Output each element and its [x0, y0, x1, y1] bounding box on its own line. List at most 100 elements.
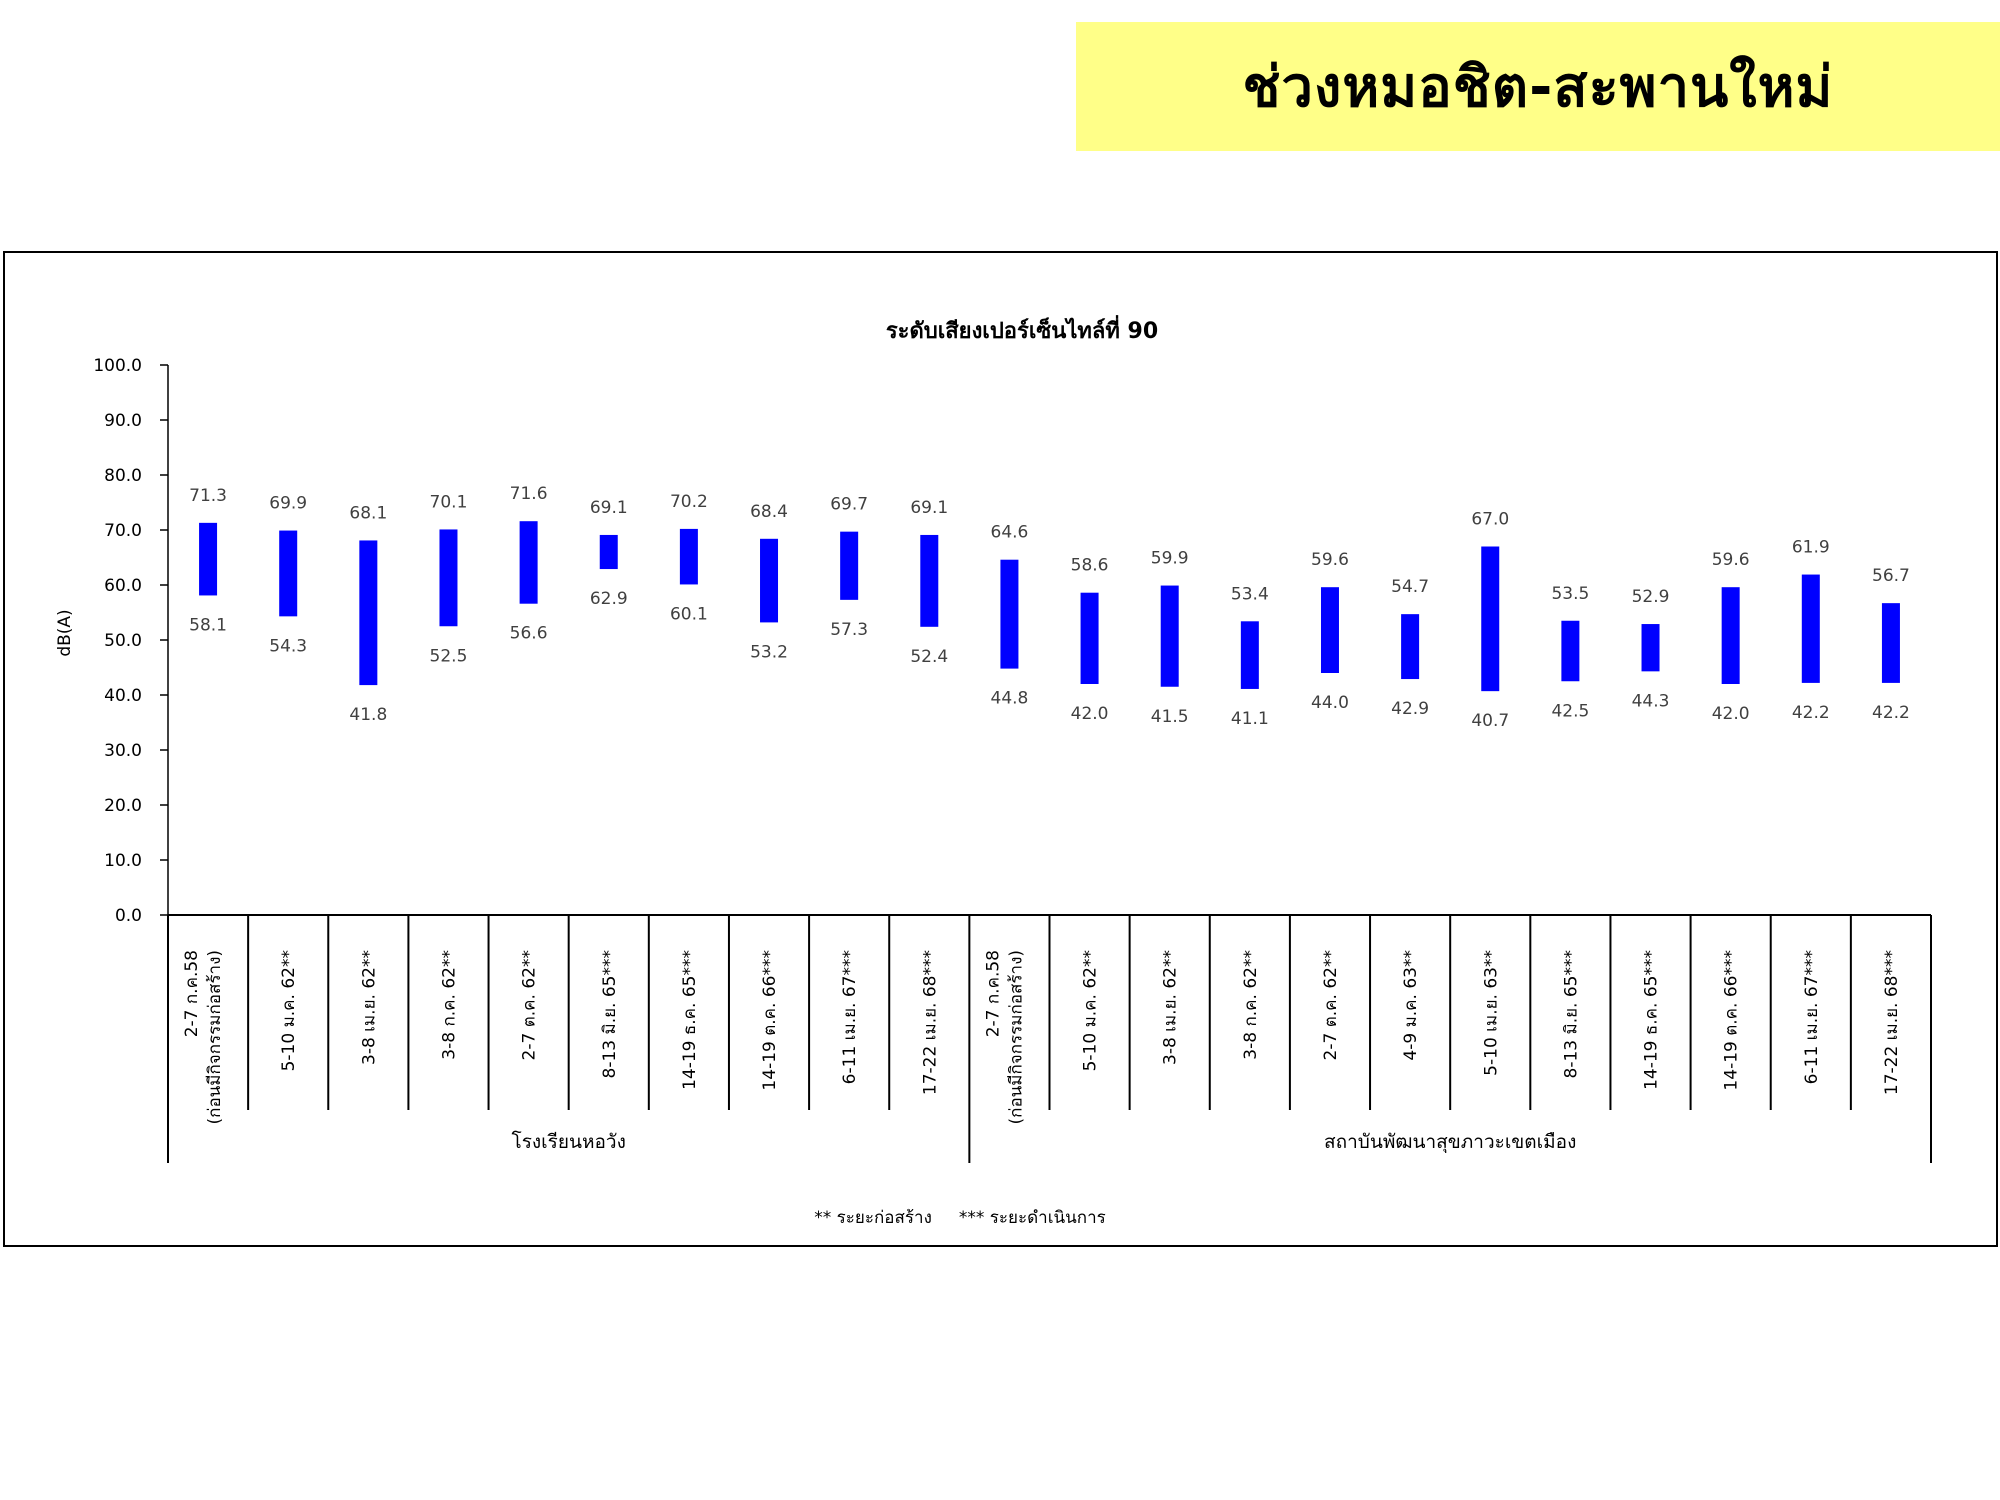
- min-value-label: 44.8: [991, 689, 1029, 709]
- y-tick-label: 0.0: [115, 906, 142, 926]
- max-value-label: 59.6: [1712, 550, 1750, 570]
- category-label: 14-19 ธ.ค. 65***: [1642, 950, 1662, 1090]
- max-value-label: 59.6: [1311, 550, 1349, 570]
- min-value-label: 44.0: [1311, 693, 1349, 713]
- y-tick-label: 30.0: [104, 741, 142, 761]
- range-bar: [679, 528, 698, 585]
- max-value-label: 61.9: [1792, 538, 1830, 558]
- min-value-label: 54.3: [269, 636, 307, 656]
- range-bar: [519, 521, 538, 604]
- max-value-label: 71.6: [510, 484, 548, 504]
- range-bar: [359, 540, 378, 686]
- min-value-label: 60.1: [670, 604, 708, 624]
- range-bar: [1721, 587, 1740, 684]
- group-label: สถาบันพัฒนาสุขภาวะเขตเมือง: [1324, 1131, 1576, 1154]
- category-label: 8-13 มิ.ย. 65***: [600, 950, 620, 1079]
- category-label: 6-11 เม.ย. 67***: [1802, 950, 1822, 1084]
- category-label: 5-10 เม.ย. 63**: [1481, 950, 1501, 1076]
- y-tick-label: 90.0: [104, 411, 142, 431]
- min-value-label: 42.5: [1551, 701, 1589, 721]
- max-value-label: 54.7: [1391, 577, 1429, 597]
- range-bar: [1401, 614, 1420, 680]
- category-label: 2-7 ต.ค. 62**: [520, 950, 540, 1060]
- min-value-label: 42.2: [1792, 703, 1830, 723]
- min-value-label: 41.1: [1231, 709, 1269, 729]
- max-value-label: 59.9: [1151, 549, 1189, 569]
- max-value-label: 71.3: [189, 486, 227, 506]
- max-value-label: 70.2: [670, 492, 708, 512]
- range-bar: [840, 531, 859, 600]
- category-label: 2-7 ต.ค. 62**: [1321, 950, 1341, 1060]
- max-value-label: 69.9: [269, 494, 307, 514]
- min-value-label: 57.3: [830, 620, 868, 640]
- range-bar: [1000, 559, 1019, 669]
- category-label: 5-10 ม.ค. 62**: [1081, 950, 1101, 1071]
- min-value-label: 56.6: [510, 624, 548, 644]
- category-label: 17-22 เม.ย. 68***: [1882, 950, 1902, 1095]
- range-bar: [1881, 603, 1900, 683]
- category-label: 2-7 ก.ค.58: [182, 950, 202, 1037]
- y-tick-label: 100.0: [93, 356, 142, 376]
- max-value-label: 58.6: [1071, 556, 1109, 576]
- range-bar: [1160, 585, 1179, 687]
- y-tick-label: 10.0: [104, 851, 142, 871]
- range-bar: [1641, 624, 1660, 672]
- range-bar: [920, 534, 939, 627]
- title-banner: ช่วงหมอชิต-สะพานใหม่: [1076, 22, 2000, 151]
- category-label: 3-8 ก.ค. 62**: [1241, 950, 1261, 1060]
- range-bar: [599, 534, 618, 570]
- max-value-label: 53.5: [1551, 584, 1589, 604]
- max-value-label: 69.7: [830, 495, 868, 515]
- axes: 0.0 10.0 20.0 30.0 40.0 50.0 60.0 70.0 80.0 90.0 1…: [93, 356, 1932, 1163]
- category-label-note: (ก่อนมีกิจกรรมก่อสร้าง): [205, 950, 225, 1124]
- category-label: 3-8 เม.ย. 62**: [1161, 950, 1181, 1065]
- category-label: 5-10 ม.ค. 62**: [279, 950, 299, 1071]
- chart-frame: [3, 251, 1998, 1247]
- min-value-label: 42.0: [1071, 704, 1109, 724]
- max-value-label: 52.9: [1632, 587, 1670, 607]
- page-title: ช่วงหมอชิต-สะพานใหม่: [1242, 55, 1834, 120]
- category-label: 8-13 มิ.ย. 65***: [1561, 950, 1581, 1079]
- min-value-label: 41.5: [1151, 707, 1189, 727]
- y-tick-label: 40.0: [104, 686, 142, 706]
- max-value-label: 68.1: [349, 503, 387, 523]
- y-axis-label: dB(A): [55, 609, 75, 656]
- y-tick-label: 80.0: [104, 466, 142, 486]
- group-label: โรงเรียนหอวัง: [511, 1130, 625, 1153]
- range-bar: [1240, 621, 1259, 689]
- range-bar: [760, 538, 779, 623]
- max-value-label: 69.1: [590, 498, 628, 518]
- min-value-label: 52.4: [910, 647, 948, 667]
- min-value-label: 42.9: [1391, 699, 1429, 719]
- max-value-label: 53.4: [1231, 584, 1269, 604]
- range-bar: [1801, 574, 1820, 683]
- category-label: 3-8 ก.ค. 62**: [439, 950, 459, 1060]
- bars: 71.358.12-7 ก.ค.58 (ก่อนมีกิจกรรมก่อสร้าง…: [182, 484, 1910, 1124]
- range-bar: [1320, 587, 1339, 673]
- min-value-label: 53.2: [750, 642, 788, 662]
- range-bar: [1481, 546, 1500, 692]
- range-bar: [1561, 620, 1580, 682]
- max-value-label: 68.4: [750, 502, 788, 522]
- min-value-label: 52.5: [430, 646, 468, 666]
- max-value-label: 67.0: [1471, 510, 1509, 530]
- legend: ** ระยะก่อสร้าง *** ระยะดำเนินการ: [814, 1208, 1106, 1228]
- max-value-label: 70.1: [430, 492, 468, 512]
- range-bar: [439, 529, 458, 627]
- chart-title: ระดับเสียงเปอร์เซ็นไทล์ที่ 90: [886, 314, 1158, 344]
- min-value-label: 62.9: [590, 589, 628, 609]
- range-bar: [199, 522, 218, 596]
- min-value-label: 41.8: [349, 705, 387, 725]
- category-label: 6-11 เม.ย. 67***: [840, 950, 860, 1084]
- max-value-label: 64.6: [991, 523, 1029, 543]
- category-label-note: (ก่อนมีกิจกรรมก่อสร้าง): [1006, 950, 1026, 1124]
- min-value-label: 42.0: [1712, 704, 1750, 724]
- category-label: 17-22 เม.ย. 68***: [920, 950, 940, 1095]
- y-tick-label: 20.0: [104, 796, 142, 816]
- min-value-label: 40.7: [1471, 711, 1509, 731]
- category-label: 3-8 เม.ย. 62**: [359, 950, 379, 1065]
- category-label: 14-19 ต.ค. 66***: [760, 950, 780, 1091]
- y-tick-label: 70.0: [104, 521, 142, 541]
- min-value-label: 44.3: [1632, 691, 1670, 711]
